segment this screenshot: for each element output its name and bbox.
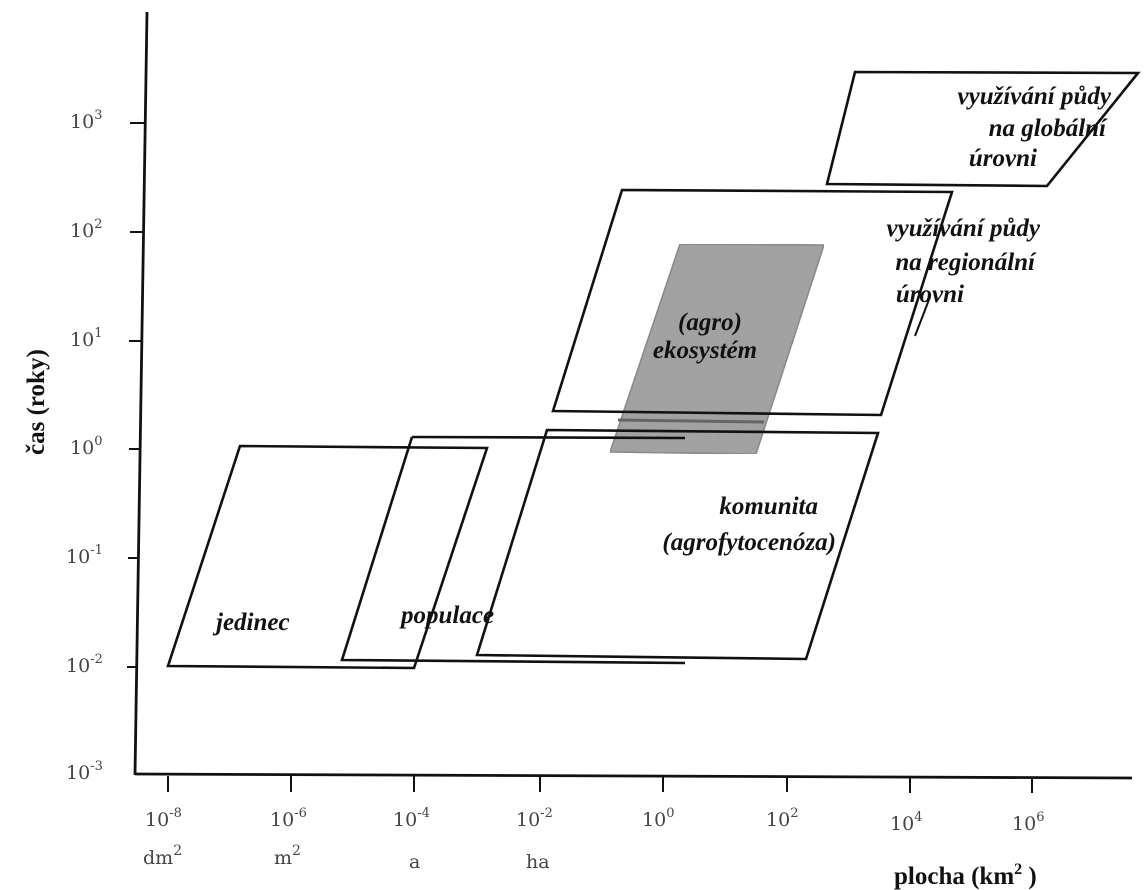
y-tick-label: 10-3 bbox=[66, 759, 103, 784]
regional-label-3: úrovni bbox=[896, 281, 964, 308]
regional-label: využívání půdy bbox=[887, 215, 1041, 242]
x-ticks bbox=[167, 776, 1033, 793]
ecosystem-region bbox=[608, 243, 826, 455]
y-axis-title: čas (roky) bbox=[23, 349, 50, 455]
x-tick-label: 100 bbox=[642, 806, 674, 831]
jedinec-region bbox=[166, 444, 489, 670]
x-tick-labels: 10-8 10-6 10-4 10-2 100 102 104 106 bbox=[145, 806, 1044, 835]
ecosystem-band bbox=[617, 418, 765, 424]
x-unit-label: ha bbox=[526, 851, 550, 873]
x-unit-label: m2 bbox=[274, 843, 301, 869]
y-axis-line bbox=[133, 11, 149, 776]
global-label-2: na globální bbox=[989, 115, 1108, 142]
x-tick-label: 10-6 bbox=[270, 806, 307, 831]
y-tick-label: 100 bbox=[70, 434, 102, 459]
komunita-label-2: (agrofytocenóza) bbox=[662, 529, 836, 556]
x-tick-label: 10-4 bbox=[393, 806, 430, 831]
x-tick-label: 102 bbox=[766, 806, 798, 831]
x-unit-labels: dm2 m2 a ha bbox=[143, 843, 550, 873]
y-ticks bbox=[127, 122, 144, 668]
komunita-label: komunita bbox=[719, 493, 818, 520]
ecosystem-label: (agro) bbox=[678, 309, 742, 336]
x-tick-label: 10-2 bbox=[516, 806, 553, 831]
x-axis-title: plocha (km2 ) bbox=[894, 861, 1037, 890]
x-axis-line bbox=[134, 772, 1133, 780]
regional-landuse-region bbox=[551, 188, 954, 417]
regional-label-2: na regionální bbox=[895, 249, 1037, 276]
y-tick-labels: 103 102 101 100 10-1 10-2 10-3 bbox=[66, 108, 103, 784]
y-tick-label: 10-1 bbox=[66, 543, 103, 568]
x-tick-label: 106 bbox=[1012, 810, 1044, 835]
populace-label: populace bbox=[399, 602, 494, 629]
x-tick-label: 104 bbox=[890, 810, 922, 835]
global-label-3: úrovni bbox=[969, 145, 1037, 172]
jedinec-label: jedinec bbox=[212, 609, 290, 636]
global-landuse-region bbox=[825, 70, 1141, 188]
global-label: využívání půdy bbox=[958, 83, 1112, 110]
regional-pointer-line bbox=[914, 296, 931, 337]
x-unit-label: a bbox=[409, 851, 420, 873]
y-tick-label: 10-2 bbox=[66, 652, 103, 677]
y-tick-label: 101 bbox=[70, 326, 102, 351]
populace-region bbox=[411, 435, 686, 440]
populace-region-side bbox=[340, 436, 686, 665]
ecosystem-label-2: ekosystém bbox=[653, 337, 757, 364]
y-tick-label: 102 bbox=[70, 217, 102, 242]
komunita-region bbox=[475, 428, 880, 661]
y-tick-label: 103 bbox=[70, 108, 102, 133]
x-tick-label: 10-8 bbox=[145, 806, 182, 831]
x-unit-label: dm2 bbox=[143, 843, 182, 869]
